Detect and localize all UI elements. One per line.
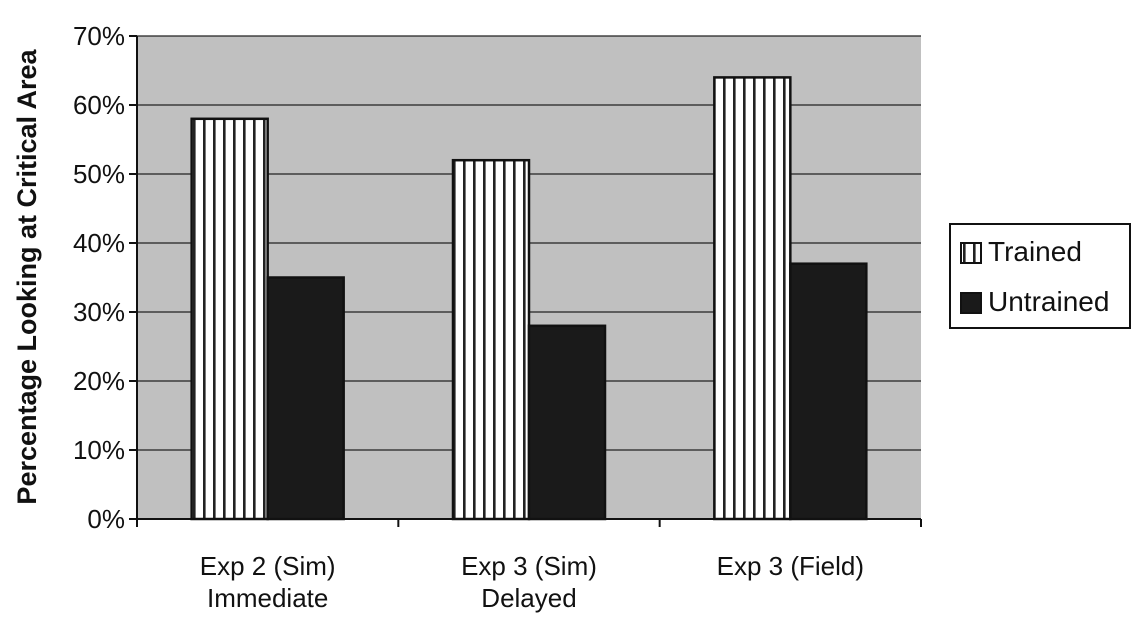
x-category-label: Immediate [207,583,328,613]
y-tick-label: 60% [73,90,125,120]
y-tick-label: 0% [87,504,125,534]
y-axis-title: Percentage Looking at Critical Area [12,48,42,504]
legend-trained-swatch [960,242,982,264]
x-category-label: Delayed [481,583,576,613]
x-category-labels: Exp 2 (Sim)Immediate Exp 3 (Sim)Delayed Ex… [200,551,864,613]
legend: Trained Untrained [949,223,1131,329]
bar-untrained-2 [527,324,607,521]
axes [129,35,922,527]
legend-untrained-label: Untrained [988,286,1109,317]
y-tick-label: 10% [73,435,125,465]
y-tick-label: 50% [73,159,125,189]
y-tick-label: 70% [73,21,125,51]
bar-trained-3 [713,76,792,521]
bar-untrained-3 [789,262,868,521]
x-category-label: Exp 3 (Sim) [461,551,597,581]
bar-untrained-1 [266,276,345,521]
legend-trained-label: Trained [988,236,1082,267]
bar-trained-2 [451,158,531,521]
y-tick-label: 30% [73,297,125,327]
y-tick-label: 20% [73,366,125,396]
x-category-label: Exp 2 (Sim) [200,551,336,581]
legend-untrained-swatch [960,292,982,314]
y-tick-labels: 0% 10% 20% 30% 40% 50% 60% 70% [73,21,125,534]
bar-trained-1 [190,117,269,521]
x-category-label: Exp 3 (Field) [717,551,864,581]
y-tick-label: 40% [73,228,125,258]
